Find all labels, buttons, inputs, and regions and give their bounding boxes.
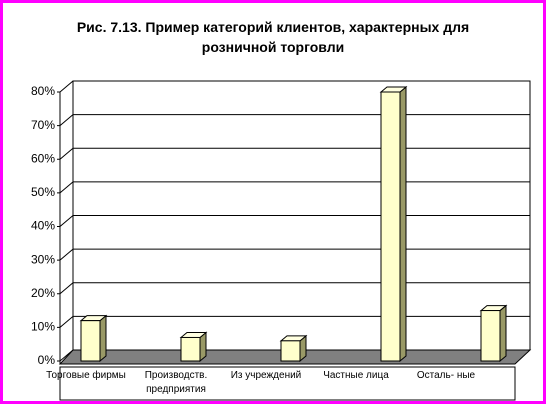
bar [80,320,101,362]
chart: 0% 10% 20% 30% 40% 50% 60% 70% 80% [31,80,532,401]
wall-line [59,181,74,194]
wall-line [59,114,74,127]
wall-line [59,248,74,261]
bar-side [499,304,507,363]
bar [480,310,501,362]
bar-side [399,85,407,363]
bar-side [99,314,107,363]
y-tick-label: 70% [31,118,55,132]
y-tick-label: 0% [38,353,56,367]
y-tick-label: 30% [31,252,55,266]
wall-line [59,215,74,227]
wall-line [59,80,74,93]
y-tick-label: 40% [31,219,55,233]
x-tick-label: Из учреждений [230,370,302,381]
wall-line [59,147,74,160]
category-box [59,366,516,401]
chart-title: Рис. 7.13. Пример категорий клиентов, ха… [76,19,470,55]
y-tick-label: 80% [31,84,55,98]
bar [380,91,401,362]
bar [280,340,301,362]
x-tick-label: Производств. предприятия [144,370,208,395]
y-tick-label: 10% [31,320,55,334]
bar [180,336,201,362]
wall-line [59,349,74,362]
x-tick-label: Торговые фирмы [46,370,126,381]
y-tick-label: 60% [31,151,55,165]
wall-line [59,315,74,328]
y-tick-label: 20% [31,286,55,300]
x-tick-label: Осталь- ные [416,370,476,381]
wall-line [59,282,74,295]
x-tick-label: Частные лица [323,370,389,381]
y-tick-label: 50% [31,185,55,199]
